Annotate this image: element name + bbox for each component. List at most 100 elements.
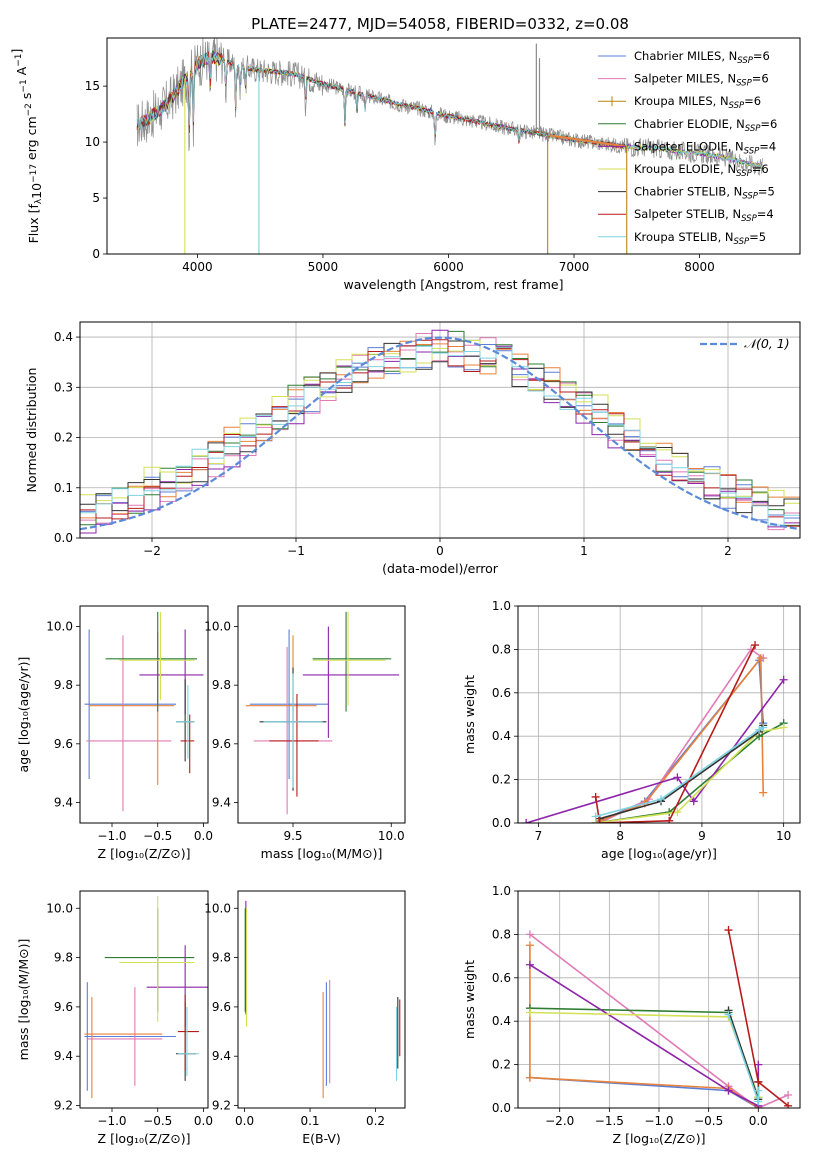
weight-line-salpeter-elodie [525, 679, 785, 823]
y-axis-label-part: ] [9, 49, 24, 54]
weight-line-kroupa-elodie [595, 726, 784, 823]
x-tick-label: 10.0 [378, 829, 405, 843]
weight-line-kroupa-stelib [595, 726, 764, 818]
x-tick-label: −0.5 [143, 829, 172, 843]
model-orange-segment [548, 134, 627, 148]
plot-background [238, 606, 405, 823]
y-tick-label: 15 [85, 79, 100, 93]
y-tick-label: 0.8 [492, 927, 511, 941]
y-axis-label: age [log₁₀(age/yr)] [16, 657, 31, 773]
y-axis-label: Normed distribution [24, 368, 39, 493]
weight-point-kroupa-elodie [673, 808, 682, 817]
x-axis-label: Z [log₁₀(Z/Z⊙)] [98, 846, 191, 861]
y-tick-label: 0.0 [54, 531, 73, 545]
x-tick-label: 0.0 [235, 1114, 254, 1128]
legend-label-base: Salpeter MILES, N [634, 72, 736, 86]
legend-label-base: Salpeter ELODIE, N [634, 139, 744, 153]
weight-point-salpeter-stelib [754, 1077, 763, 1086]
x-tick-label: 8000 [684, 260, 715, 274]
y-tick-label: 9.6 [212, 737, 231, 751]
weight-vs-age-panel: 7 8 9 10 0.0 0.2 0.4 0.6 0.8 1.0 age [log₁₀(age/yr… [462, 599, 801, 861]
x-tick-label: 6000 [433, 260, 464, 274]
axes-frame [79, 605, 209, 824]
x-tick-label: 7000 [559, 260, 590, 274]
x-axis-label: Z [log₁₀(Z/Z⊙)] [98, 1131, 191, 1146]
plot-background [80, 606, 208, 823]
plot-area [136, 38, 763, 254]
legend: 𝒩(0, 1) [700, 336, 790, 351]
y-axis-label-part: −17 [29, 164, 39, 183]
x-axis-label: E(B-V) [302, 1131, 341, 1146]
x-axis-label: (data-model)/error [382, 561, 499, 576]
weight-point-salpeter-elodie [689, 797, 698, 806]
x-tick-label: −1.0 [97, 829, 126, 843]
axes-frame [237, 890, 406, 1109]
x-tick-label: 0.1 [300, 1114, 319, 1128]
legend-label-subscript: SSP [744, 146, 760, 156]
y-tick-label: 10.0 [46, 620, 73, 634]
figure-title: PLATE=2477, MJD=54058, FIBERID=0332, z=0… [251, 15, 629, 33]
legend-label-subscript: SSP [736, 79, 752, 89]
y-axis-label-part: Flux [f [26, 204, 41, 244]
x-tick-label: 9.5 [283, 829, 302, 843]
legend-label-subscript: SSP [742, 192, 758, 202]
y-tick-label: 10 [85, 135, 100, 149]
y-tick-label: 0.8 [492, 642, 511, 656]
x-tick-label: 7 [535, 829, 543, 843]
legend-label-tail: =6 [752, 162, 769, 176]
x-axis-label: wavelength [Angstrom, rest frame] [343, 277, 563, 292]
legend-label-chabrier-miles: Chabrier MILES, NSSP=6 [634, 49, 770, 66]
plot-area [84, 895, 208, 1099]
x-tick-label: 10 [776, 829, 791, 843]
x-tick-label: −1 [287, 544, 305, 558]
y-axis-label-part: A [14, 66, 29, 79]
y-axis-label: Flux [fλ10−17 erg cm−2 s−1 A−1] [9, 49, 44, 244]
x-tick-label: 5000 [308, 260, 339, 274]
x-tick-label: −0.5 [143, 1114, 172, 1128]
legend-label-kroupa-stelib: Kroupa STELIB, NSSP=5 [634, 230, 766, 247]
age-vs-mass-panel: 9.5 10.0 9.4 9.6 9.8 10.0 mass [log₁₀(M/M⊙)] [204, 605, 406, 861]
y-tick-label: 0.2 [492, 1058, 511, 1072]
legend-label-subscript: SSP [741, 214, 757, 224]
x-tick-label: −1.0 [97, 1114, 126, 1128]
y-axis-label-part: 10 [29, 183, 44, 199]
x-tick-label: −1.5 [595, 1114, 624, 1128]
y-tick-label: 9.6 [212, 1000, 231, 1014]
axes-frame [79, 321, 801, 539]
plot-background [80, 891, 208, 1108]
y-axis-label-part: λ [34, 198, 44, 204]
weight-line-salpeter-stelib [594, 644, 756, 823]
plot-area [245, 611, 400, 815]
weight-point-salpeter-miles [784, 1090, 793, 1099]
spectrum-panel: 4000 5000 6000 7000 8000 0 5 10 15 wavelength [An… [9, 37, 801, 292]
y-axis-label: mass weight [462, 675, 477, 754]
axes-frame [517, 605, 801, 824]
weight-point-kroupa-stelib [724, 1010, 733, 1019]
x-tick-label: 2 [724, 544, 732, 558]
y-axis-label-part: erg cm [24, 116, 39, 164]
y-tick-label: 0.6 [492, 971, 511, 985]
plot-area [525, 926, 793, 1108]
legend-label-base: Chabrier MILES, N [634, 49, 737, 63]
y-tick-label: 0.2 [492, 773, 511, 787]
y-tick-label: 9.8 [54, 951, 73, 965]
normal-distribution-curve [80, 336, 800, 531]
axes-frame [517, 890, 801, 1109]
legend-label-chabrier-elodie: Chabrier ELODIE, NSSP=6 [634, 117, 777, 134]
plot-background [238, 891, 405, 1108]
model-kroupa-stelib [136, 53, 763, 168]
axes-frame [237, 605, 406, 824]
y-tick-label: 9.8 [54, 678, 73, 692]
legend-label-subscript: SSP [729, 101, 745, 111]
y-tick-label: 0.2 [54, 431, 73, 445]
legend-label-tail: =5 [749, 230, 766, 244]
y-axis-label: mass weight [462, 960, 477, 1039]
y-tick-label: 1.0 [492, 599, 511, 613]
y-axis-label-part: −1 [14, 54, 24, 67]
weight-point-salpeter-stelib [591, 792, 600, 801]
weight-point-kroupa-stelib [591, 812, 600, 821]
y-tick-label: 9.2 [212, 1099, 231, 1113]
x-tick-label: −2.0 [545, 1114, 574, 1128]
y-tick-label: 1.0 [492, 884, 511, 898]
